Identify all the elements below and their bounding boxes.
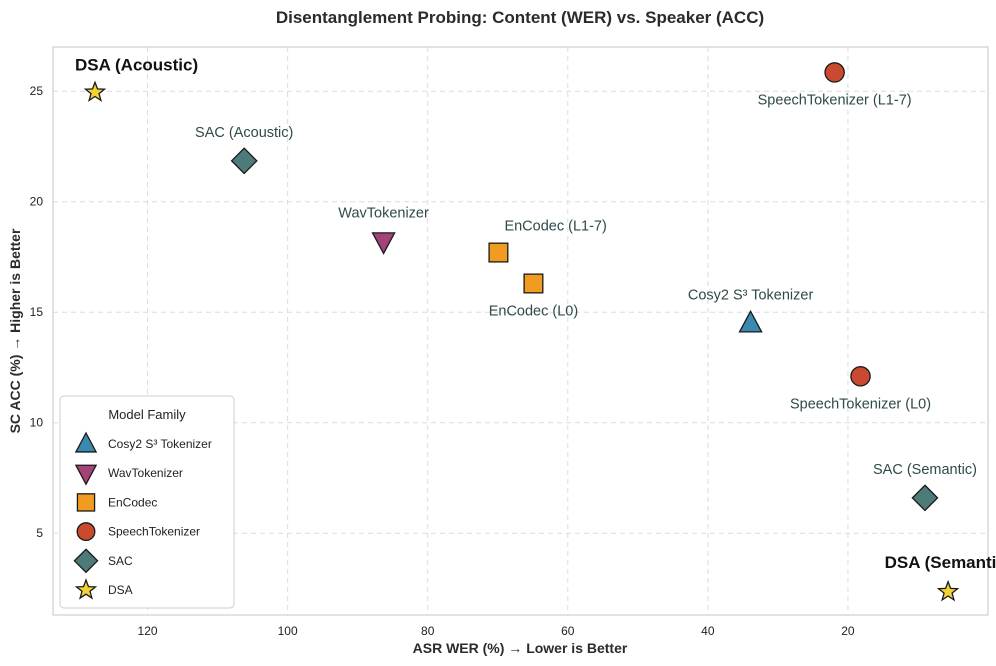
data-point-encodec-l0 [523, 273, 544, 294]
point-label-dsa-semantic: DSA (Semantic) [885, 553, 996, 572]
legend-marker-cosy2-s-tokenizer [74, 431, 98, 453]
legend-marker-speechtokenizer [76, 522, 96, 542]
y-tick-label: 10 [30, 416, 44, 430]
x-tick-label: 20 [841, 624, 855, 638]
grid-layer [53, 47, 988, 615]
y-axis-label: SC ACC (%) → Higher is Better [7, 228, 23, 433]
legend: Model Family Cosy2 S³ Tokenizer WavTokeni… [59, 395, 235, 609]
data-point-wavtokenizer [371, 232, 396, 255]
y-tick-label: 20 [30, 195, 44, 209]
x-tick-label: 40 [701, 624, 715, 638]
plot-frame [52, 46, 989, 616]
data-point-speechtokenizer-l0 [850, 366, 871, 387]
data-point-dsa-acoustic [83, 80, 107, 102]
legend-label-speechtokenizer: SpeechTokenizer [108, 525, 200, 539]
legend-label-cosy2-s-tokenizer: Cosy2 S³ Tokenizer [108, 437, 212, 451]
data-point-sac-acoustic [230, 147, 258, 175]
chart-title: Disentanglement Probing: Content (WER) v… [276, 8, 764, 27]
point-label-sac-semantic: SAC (Semantic) [873, 462, 977, 478]
data-point-sac-semantic [911, 484, 939, 512]
point-label-speechtokenizer-l0: SpeechTokenizer (L0) [790, 396, 931, 412]
legend-label-wavtokenizer: WavTokenizer [108, 466, 183, 480]
x-tick-label: 80 [421, 624, 435, 638]
legend-label-sac: SAC [108, 554, 133, 568]
label-layer: DSA (Acoustic) SAC (Acoustic) WavTokenizer… [75, 55, 996, 571]
point-label-speechtokenizer-l1-7: SpeechTokenizer (L1-7) [758, 92, 912, 108]
data-point-cosy2-s-tokenizer [738, 309, 763, 333]
x-tick-label: 120 [138, 624, 158, 638]
point-label-encodec-l0: EnCodec (L0) [489, 303, 578, 319]
point-label-encodec-l1-7: EnCodec (L1-7) [504, 219, 606, 235]
legend-entries: Cosy2 S³ Tokenizer WavTokenizer EnCodec Spe… [73, 431, 212, 600]
point-label-cosy2-s-tokenizer: Cosy2 S³ Tokenizer [688, 287, 814, 303]
point-layer [83, 62, 960, 602]
legend-label-encodec: EnCodec [108, 495, 157, 509]
legend-label-dsa: DSA [108, 583, 133, 597]
y-tick-label: 25 [30, 84, 44, 98]
data-point-encodec-l1-7 [488, 242, 509, 263]
point-label-wavtokenizer: WavTokenizer [338, 205, 429, 221]
data-point-speechtokenizer-l1-7 [824, 62, 845, 83]
x-tick-label: 100 [278, 624, 298, 638]
x-tick-label: 60 [561, 624, 575, 638]
data-point-dsa-semantic [936, 579, 960, 602]
y-tick-label: 15 [30, 305, 44, 319]
y-tick-label: 5 [36, 526, 43, 540]
legend-title: Model Family [108, 407, 186, 422]
legend-marker-wavtokenizer [74, 464, 98, 486]
legend-box [59, 395, 235, 609]
tick-layer: 120 100 80 60 40 20 5 10 15 20 25 [30, 84, 855, 638]
legend-marker-sac [73, 548, 99, 574]
point-label-sac-acoustic: SAC (Acoustic) [195, 125, 293, 141]
point-label-dsa-acoustic: DSA (Acoustic) [75, 55, 198, 74]
legend-marker-dsa [74, 578, 98, 600]
x-axis-label: ASR WER (%) → Lower is Better [413, 640, 628, 656]
legend-marker-encodec [76, 493, 96, 512]
